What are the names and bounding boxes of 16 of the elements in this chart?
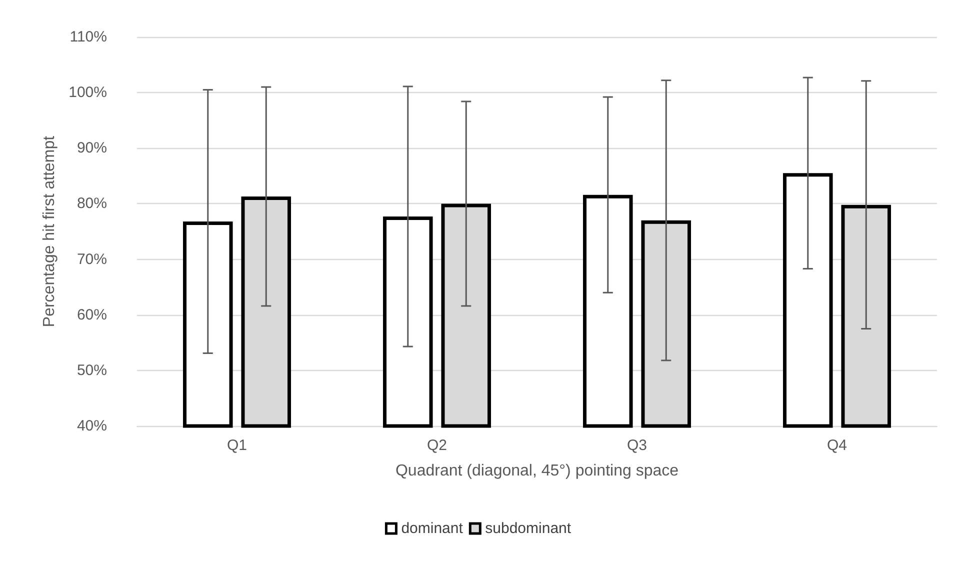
y-tick-label: 60% (76, 306, 107, 324)
y-tick-label: 110% (70, 28, 107, 46)
y-tick-label: 40% (76, 418, 107, 434)
y-axis-title: Percentage hit first attempt (41, 135, 58, 328)
legend-label: dominant (401, 520, 464, 537)
x-tick-label: Q4 (826, 437, 848, 454)
x-axis-title: Quadrant (diagonal, 45°) pointing space (395, 462, 679, 480)
y-tick-label: 50% (76, 362, 107, 379)
y-tick-label: 100% (68, 84, 107, 102)
y-tick-label: 90% (76, 140, 107, 157)
legend-label: subdominant (485, 520, 572, 537)
x-tick-label: Q2 (426, 437, 448, 454)
x-tick-label: Q1 (226, 437, 248, 454)
y-tick-label: 80% (76, 195, 107, 212)
x-tick-label: Q3 (626, 437, 648, 454)
y-tick-label: 70% (76, 250, 107, 268)
